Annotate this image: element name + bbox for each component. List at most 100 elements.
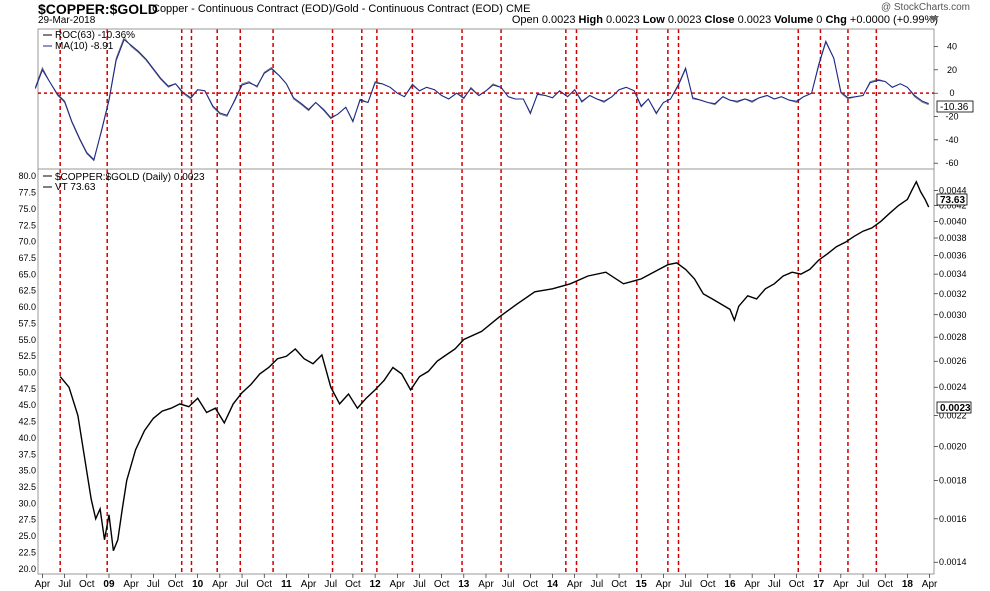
roc-last-box [936, 100, 974, 113]
vt-ytick-label: 32.5 [18, 482, 36, 492]
chg-value: +0.0000 (+0.99%) [849, 14, 938, 26]
x-tick-label: Apr [212, 579, 228, 590]
low-label: Low [642, 14, 665, 26]
x-tick-label: Oct [877, 579, 893, 590]
x-tick-label: Oct [79, 579, 95, 590]
price-ytick-label: 0.0024 [939, 382, 967, 392]
vt-ytick-label: 72.5 [18, 220, 36, 230]
open-label: Open [511, 14, 539, 26]
x-tick-label: Oct [611, 579, 627, 590]
price-ytick-label: 0.0026 [939, 356, 967, 366]
x-tick-label: 14 [547, 579, 559, 590]
watermark: @ StockCharts.com [880, 2, 970, 13]
x-tick-label: Jul [58, 579, 71, 590]
roc-ytick-label: -40 [945, 135, 958, 145]
x-tick-label: Jul [857, 579, 870, 590]
vt-ytick-label: 25.0 [18, 531, 36, 541]
price-ytick-label: 0.0016 [939, 514, 967, 524]
price-ytick-label: 0.0032 [939, 289, 967, 299]
price-badge: 0.0023 [936, 401, 972, 414]
price-ytick-label: 0.0040 [939, 216, 967, 226]
roc-legend: ROC(63) -10.36% MA(10) -8.91 [43, 30, 135, 52]
vt-ytick-label: 45.0 [18, 400, 36, 410]
x-tick-label: Jul [768, 579, 781, 590]
vt-ytick-label: 77.5 [18, 188, 36, 198]
x-tick-label: Apr [567, 579, 583, 590]
x-tick-label: Apr [478, 579, 494, 590]
price-ytick-label: 0.0020 [939, 441, 967, 451]
x-tick-label: Jul [502, 579, 515, 590]
vt-ytick-label: 40.0 [18, 433, 36, 443]
price-ytick-label: 0.0022 [939, 410, 967, 420]
dropdown-icon[interactable] [927, 12, 941, 26]
vt-ytick-label: 35.0 [18, 466, 36, 476]
x-tick-label: 18 [902, 579, 914, 590]
vt-ytick-label: 55.0 [18, 335, 36, 345]
roc-ytick-label: 20 [947, 65, 957, 75]
x-tick-label: Apr [744, 579, 760, 590]
price-ytick-label: 0.0014 [939, 557, 967, 567]
x-tick-label: Apr [301, 579, 317, 590]
x-tick-label: 16 [724, 579, 736, 590]
price-ytick-label: 0.0038 [939, 233, 967, 243]
price-ytick-label: 0.0018 [939, 476, 967, 486]
x-tick-label: Oct [345, 579, 361, 590]
high-label: High [578, 14, 603, 26]
roc-ytick-label: 40 [947, 42, 957, 52]
description-text: Copper - Continuous Contract (EOD)/Gold … [152, 3, 503, 15]
price-line [59, 180, 930, 552]
ma-line [34, 38, 929, 161]
vt-legend-label: VT 73.63 [55, 182, 96, 193]
vt-ytick-label: 70.0 [18, 237, 36, 247]
price-ytick-label: 0.0042 [939, 201, 967, 211]
x-tick-label: Oct [523, 579, 539, 590]
vt-ytick-label: 47.5 [18, 384, 36, 394]
chart-header: $COPPER:$GOLD Copper - Continuous Contra… [0, 0, 990, 26]
chart-date: 29-Mar-2018 [38, 15, 96, 26]
x-tick-label: Oct [700, 579, 716, 590]
close-label: Close [704, 14, 735, 26]
close-value: 0.0023 [737, 14, 772, 26]
symbol-description: Copper - Continuous Contract (EOD)/Gold … [152, 3, 530, 15]
vt-ytick-label: 37.5 [18, 449, 36, 459]
vt-ytick-label: 57.5 [18, 318, 36, 328]
vt-ytick-label: 27.5 [18, 515, 36, 525]
x-tick-label: Jul [590, 579, 603, 590]
x-tick-label: Oct [434, 579, 450, 590]
exchange-label: CME [505, 3, 531, 15]
price-legend-label: $COPPER:$GOLD (Daily) 0.0023 [55, 172, 205, 183]
x-tick-label: 10 [192, 579, 204, 590]
roc-ytick-label: 0 [949, 88, 954, 98]
vertical-markers [59, 29, 878, 574]
price-ytick-label: 0.0028 [939, 332, 967, 342]
vt-badge-box [936, 193, 968, 206]
price-badge-box [936, 401, 972, 414]
vt-ytick-label: 20.0 [18, 564, 36, 574]
x-tick-label: 17 [813, 579, 825, 590]
x-tick-label: Oct [168, 579, 184, 590]
x-tick-label: Apr [922, 579, 938, 590]
x-tick-label: Jul [236, 579, 249, 590]
roc-last-badge: -10.36 [936, 100, 974, 113]
x-tick-label: Oct [256, 579, 272, 590]
roc-ytick-label: -60 [945, 158, 958, 168]
price-ytick-label: 0.0030 [939, 310, 967, 320]
x-tick-label: Oct [789, 579, 805, 590]
x-axis: Apr Jul Oct 09 Apr Jul Oct 10 Apr Jul Oct 11 Apr Jul O… [35, 574, 938, 590]
x-tick-label: Apr [123, 579, 139, 590]
x-tick-label: Apr [656, 579, 672, 590]
price-ytick-label: 0.0044 [939, 185, 967, 195]
price-panel-frame [37, 168, 935, 575]
volume-value: 0 [816, 14, 823, 26]
price-badge-value: 0.0023 [940, 403, 971, 414]
x-tick-label: Jul [679, 579, 692, 590]
vt-ytick-label: 22.5 [18, 547, 36, 557]
x-tick-label: Apr [35, 579, 51, 590]
roc-last-value: -10.36 [940, 102, 969, 113]
price-legend: $COPPER:$GOLD (Daily) 0.0023 VT 73.63 [43, 172, 205, 193]
vt-ytick-label: 80.0 [18, 171, 36, 181]
price-ytick-label: 0.0034 [939, 269, 967, 279]
vt-ytick-label: 62.5 [18, 286, 36, 296]
vt-ytick-label: 75.0 [18, 204, 36, 214]
